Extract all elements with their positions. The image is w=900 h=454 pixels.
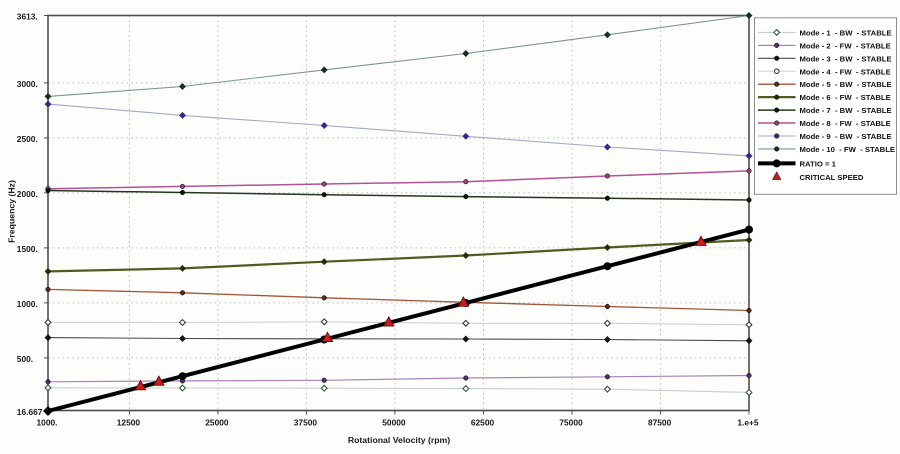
svg-text:62500: 62500 [471,418,495,428]
svg-text:75000: 75000 [559,418,583,428]
svg-text:50000: 50000 [382,418,406,428]
svg-text:Mode - 7 - BW - STABLE: Mode - 7 - BW - STABLE [800,106,892,115]
svg-text:CRITICAL SPEED: CRITICAL SPEED [800,173,864,182]
svg-text:1500.: 1500. [17,244,38,254]
svg-text:87500: 87500 [648,418,672,428]
svg-text:RATIO = 1: RATIO = 1 [800,159,837,168]
svg-text:3000.: 3000. [17,79,38,89]
svg-text:Mode - 2 - FW - STABLE: Mode - 2 - FW - STABLE [800,41,891,50]
svg-text:Mode - 9 - BW - STABLE: Mode - 9 - BW - STABLE [800,132,892,141]
svg-text:500.: 500. [17,354,33,364]
svg-text:Frequency (Hz): Frequency (Hz) [7,180,17,243]
svg-text:1000.: 1000. [17,299,38,309]
svg-text:Mode - 1 - BW - STABLE: Mode - 1 - BW - STABLE [800,28,892,37]
svg-text:1.e+5: 1.e+5 [737,418,759,428]
svg-text:1000.: 1000. [37,418,58,428]
svg-text:Mode - 6 - FW - STABLE: Mode - 6 - FW - STABLE [800,93,891,102]
svg-text:37500: 37500 [294,418,318,428]
svg-text:Mode - 8 - FW - STABLE: Mode - 8 - FW - STABLE [800,119,891,128]
svg-text:Rotational Velocity (rpm): Rotational Velocity (rpm) [348,435,450,445]
svg-text:2000.: 2000. [17,189,38,199]
svg-text:Mode - 10 - FW - STABLE: Mode - 10 - FW - STABLE [800,145,896,154]
svg-text:12500: 12500 [117,418,141,428]
svg-text:16.667: 16.667 [17,407,43,417]
svg-text:Mode - 5 - BW - STABLE: Mode - 5 - BW - STABLE [800,80,892,89]
svg-text:25000: 25000 [205,418,229,428]
svg-text:Mode - 3 - BW - STABLE: Mode - 3 - BW - STABLE [800,54,892,63]
svg-text:3613.: 3613. [17,12,38,22]
svg-text:2500.: 2500. [17,134,38,144]
svg-text:Mode - 4 - FW - STABLE: Mode - 4 - FW - STABLE [800,67,891,76]
